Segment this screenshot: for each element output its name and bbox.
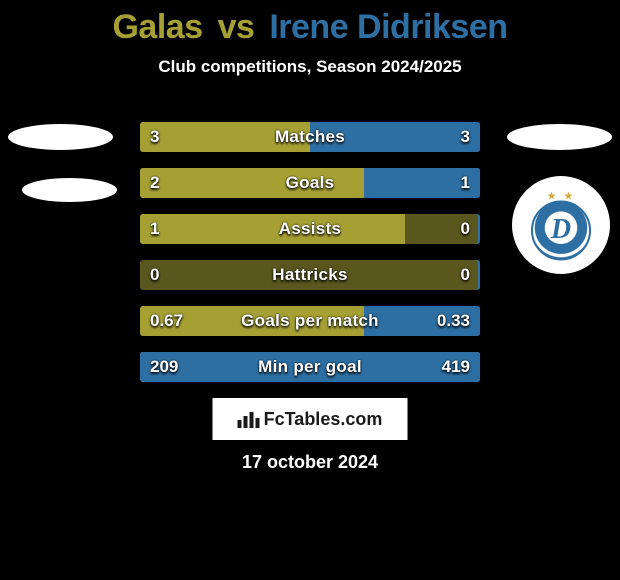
player1-badge-shape-1 [8,124,113,150]
vs-text: vs [218,8,255,46]
page-title: Galas vs Irene Didriksen [0,0,620,47]
stat-label: Hattricks [140,260,480,290]
stat-value-left: 2 [140,168,169,198]
stat-value-left: 1 [140,214,169,244]
stat-value-left: 209 [140,352,188,382]
stat-value-left: 0 [140,260,169,290]
stat-value-right: 3 [451,122,480,152]
stat-label: Goals [140,168,480,198]
player1-badge-shape-2 [22,178,117,202]
player2-name: Irene Didriksen [269,8,507,46]
stat-value-right: 0 [451,260,480,290]
brand-text: FcTables.com [264,409,383,429]
stat-row: Hattricks0 0 [140,260,480,290]
player2-club-crest: ★ ★ D [512,176,610,274]
subtitle: Club competitions, Season 2024/2025 [0,57,620,77]
crest-letter: D [551,214,571,246]
stat-row: Matches3 3 [140,122,480,152]
stat-row: Goals per match0.670.33 [140,306,480,336]
stat-row: Assists1 0 [140,214,480,244]
player2-badge-shape-1 [507,124,612,150]
stat-label: Min per goal [140,352,480,382]
stat-value-right: 1 [451,168,480,198]
brand-badge: FcTables.com [213,398,408,440]
stat-value-right: 419 [432,352,480,382]
crest-shield-icon: D [531,201,591,261]
stat-label: Assists [140,214,480,244]
footer-date: 17 october 2024 [0,452,620,473]
stats-bars: Matches33Goals21Assists10Hattricks00Goal… [140,122,480,398]
player1-name: Galas [112,8,202,46]
stat-value-right: 0.33 [427,306,480,336]
stat-row: Min per goal209 419 [140,352,480,382]
stat-value-left: 3 [140,122,169,152]
stat-label: Matches [140,122,480,152]
bars-icon [238,410,260,428]
crest-stars-icon: ★ ★ [531,190,591,203]
stat-value-left: 0.67 [140,306,193,336]
stat-value-right: 0 [451,214,480,244]
stat-row: Goals2 1 [140,168,480,198]
